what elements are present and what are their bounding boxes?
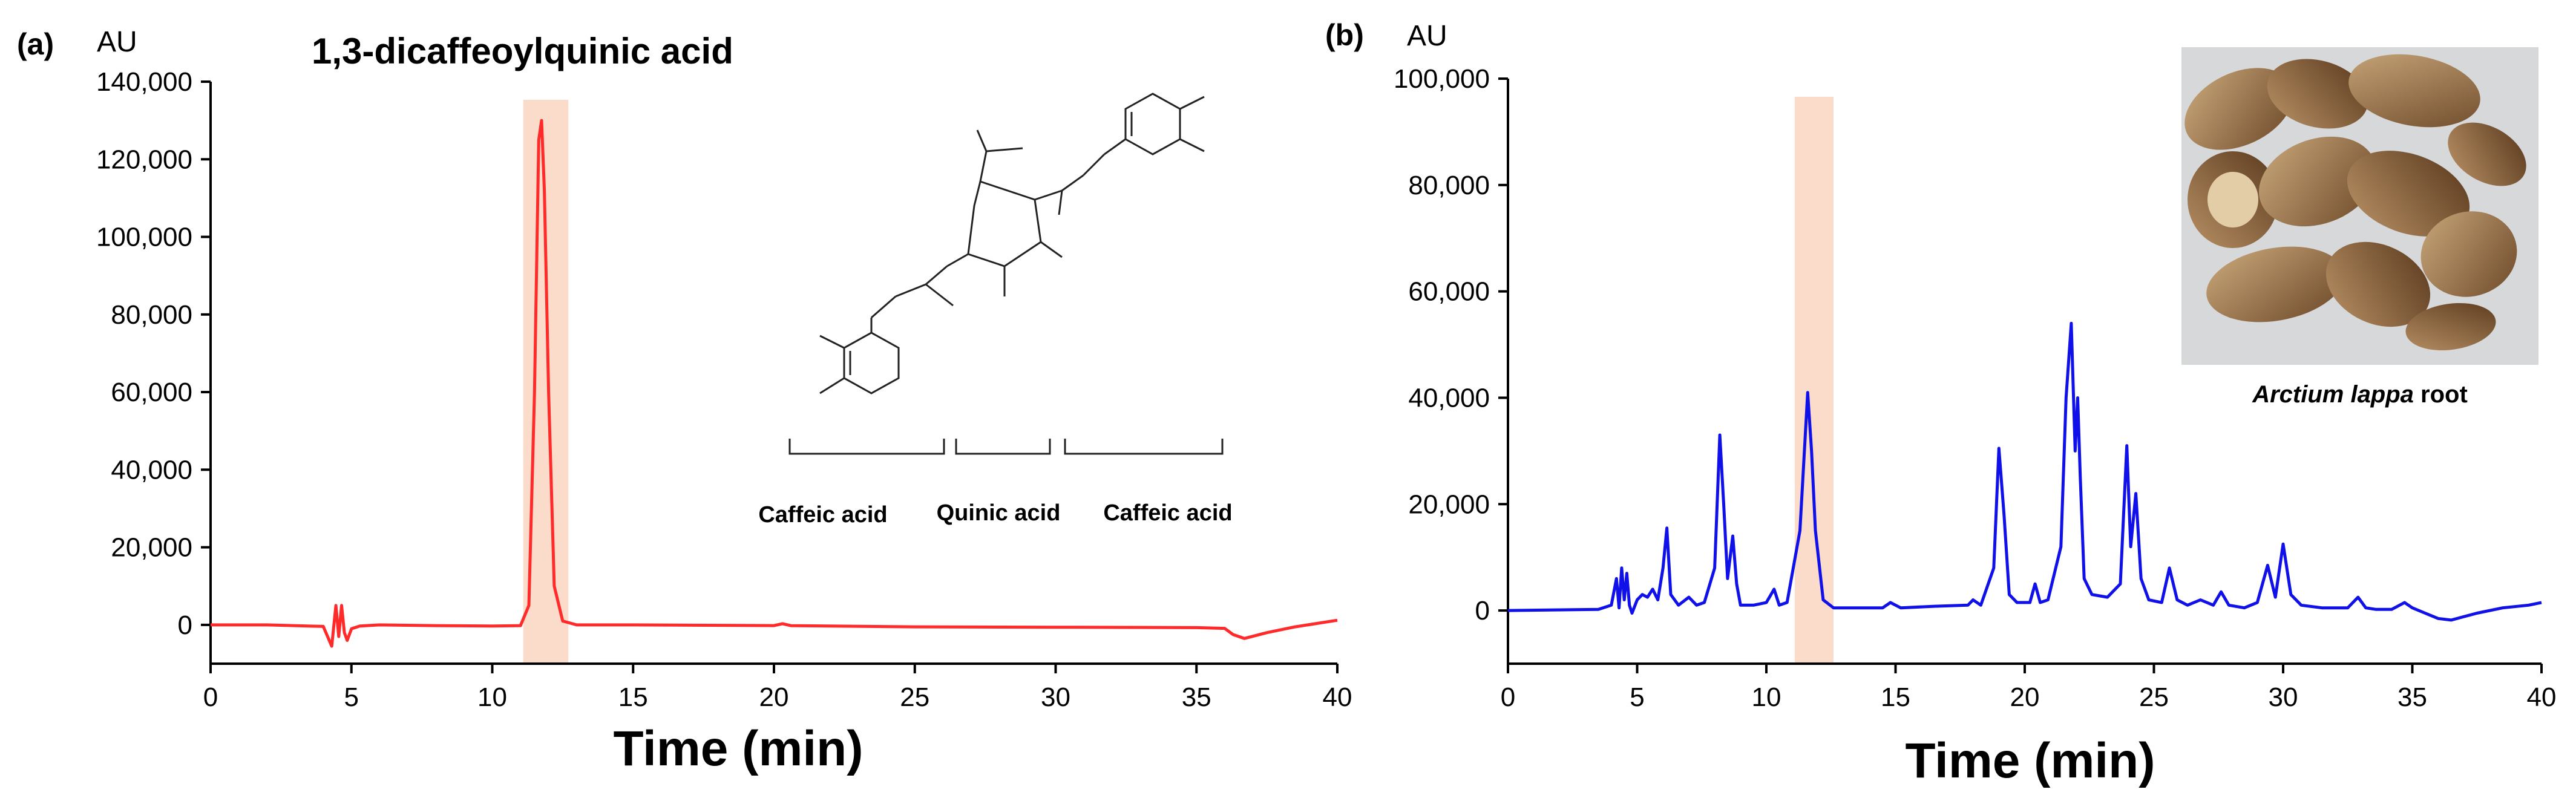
panel-b-x-axis-title: Time (min) [1905, 733, 2155, 788]
root-slice [2420, 211, 2517, 297]
panel-b-x-tick-label: 10 [1752, 682, 1781, 712]
structure-label-caffeic-right: Caffeic acid [1103, 500, 1232, 526]
structure-bond [925, 265, 948, 286]
panel-b-y-tick-label: 80,000 [1408, 171, 1490, 200]
structure-bond [986, 147, 1023, 152]
panel-b-y-tick-label: 60,000 [1408, 277, 1490, 307]
panel-b-ticks: 0 5 10 15 20 25 30 35 40 0 20,000 40,000 60,000 80,00… [1394, 64, 2557, 712]
structure-label-quinic: Quinic acid [937, 500, 1061, 526]
panel-a-x-tick-label: 20 [759, 682, 789, 712]
arctium-lappa-root-photo [2181, 47, 2538, 365]
panel-a-x-tick-label: 40 [1323, 682, 1352, 712]
structure-bond [979, 151, 988, 182]
structure-ring-right [1124, 93, 1181, 155]
panel-a-y-tick-label: 140,000 [96, 67, 192, 97]
panel-a-y-tick-label: 20,000 [111, 533, 192, 563]
structure-bond [1058, 190, 1063, 215]
panel-b-x-tick-label: 15 [1881, 682, 1910, 712]
panel-b-x-tick-label: 35 [2397, 682, 2427, 712]
structure-label-caffeic-left: Caffeic acid [758, 502, 887, 528]
structure-bond [1179, 96, 1205, 110]
panel-a-y-tick-label: 0 [178, 610, 192, 640]
root-slice [2206, 246, 2344, 322]
structure-bond [976, 129, 988, 152]
panel-a-axes [209, 82, 1337, 665]
structure-bond [925, 283, 954, 307]
panel-a-ticks: 0 5 10 15 20 25 30 35 40 0 20,000 40,000 60,000 80,00… [96, 67, 1352, 712]
panel-b-y-tick-label: 100,000 [1394, 64, 1490, 94]
panel-b-label: (b) [1325, 18, 1364, 52]
panel-a-chromatogram-line [211, 119, 1338, 648]
panel-a-x-tick-label: 15 [618, 682, 648, 712]
panel-a-x-axis-title: Time (min) [613, 721, 863, 776]
structure-ring-quinic [967, 180, 1042, 267]
panel-b-y-tick-label: 40,000 [1408, 383, 1490, 413]
root-slice [2267, 59, 2368, 129]
panel-b-y-tick-label: 20,000 [1408, 489, 1490, 519]
panel-b-chromatogram-line [1507, 321, 2542, 622]
panel-b-x-tick-label: 25 [2139, 682, 2169, 712]
brace-caffeic-left [788, 439, 945, 455]
panel-a-y-tick-label: 100,000 [96, 223, 192, 252]
root-slice [2348, 54, 2480, 128]
panel-a-x-tick-label: 5 [344, 682, 359, 712]
structure-bond [819, 335, 845, 349]
structure-bond [1082, 153, 1106, 177]
panel-b-y-unit: AU [1407, 20, 1447, 52]
structure-bond [1040, 241, 1063, 258]
panel-a-label: (a) [17, 27, 54, 61]
panel-a-y-tick-label: 40,000 [111, 455, 192, 485]
structure-bond [946, 253, 969, 267]
panel-a-x-tick-label: 0 [203, 682, 218, 712]
panel-b-highlight-band [1794, 97, 1834, 664]
root-slice [2405, 303, 2496, 351]
structure-bond [871, 295, 896, 319]
panel-a-y-unit: AU [97, 26, 137, 58]
panel-b-x-tick-label: 0 [1501, 682, 1515, 712]
photo-caption-species: Arctium lappa [2252, 381, 2414, 408]
panel-b-y-tick-label: 0 [1475, 596, 1490, 626]
panel-a-y-tick-label: 80,000 [111, 300, 192, 330]
root-slice [2347, 151, 2470, 237]
panel-a-y-tick-label: 120,000 [96, 145, 192, 174]
panel-b-x-tick-label: 40 [2527, 682, 2557, 712]
panel-a-x-tick-label: 35 [1182, 682, 1211, 712]
structure-bond [819, 377, 845, 394]
root-slice [2184, 68, 2293, 150]
panel-b: (b) AU 0 5 10 15 20 25 30 35 40 0 20,000 40,000 60,0… [1325, 18, 2556, 788]
structure-bond [1034, 189, 1063, 201]
structure-ring-left [843, 332, 900, 394]
panel-b-x-tick-label: 5 [1630, 682, 1644, 712]
root-slice [2325, 241, 2431, 327]
panel-a-x-tick-label: 25 [900, 682, 929, 712]
panel-a-x-tick-label: 30 [1041, 682, 1070, 712]
panel-a: (a) AU 1,3-dicaffeoylquinic acid 0 5 10 15 2… [17, 26, 1352, 776]
structure-bond [1104, 138, 1126, 155]
panel-a-x-tick-label: 10 [477, 682, 507, 712]
panel-a-title: 1,3-dicaffeoylquinic acid [312, 31, 733, 71]
structure-bond [895, 283, 926, 298]
panel-b-x-tick-label: 30 [2269, 682, 2298, 712]
photo-caption: Arctium lappa root [2252, 381, 2468, 408]
photo-caption-part: root [2414, 381, 2468, 408]
panel-a-y-tick-label: 60,000 [111, 378, 192, 407]
root-slice [2448, 122, 2526, 186]
root-slice [2259, 136, 2376, 227]
structure-bond [1061, 174, 1084, 192]
chemical-structure [788, 93, 1224, 455]
brace-caffeic-right [1064, 439, 1224, 455]
brace-quinic [955, 439, 1051, 455]
structure-bond [1179, 138, 1205, 152]
panel-b-x-tick-label: 20 [2010, 682, 2040, 712]
root-slice-core [2207, 172, 2258, 227]
